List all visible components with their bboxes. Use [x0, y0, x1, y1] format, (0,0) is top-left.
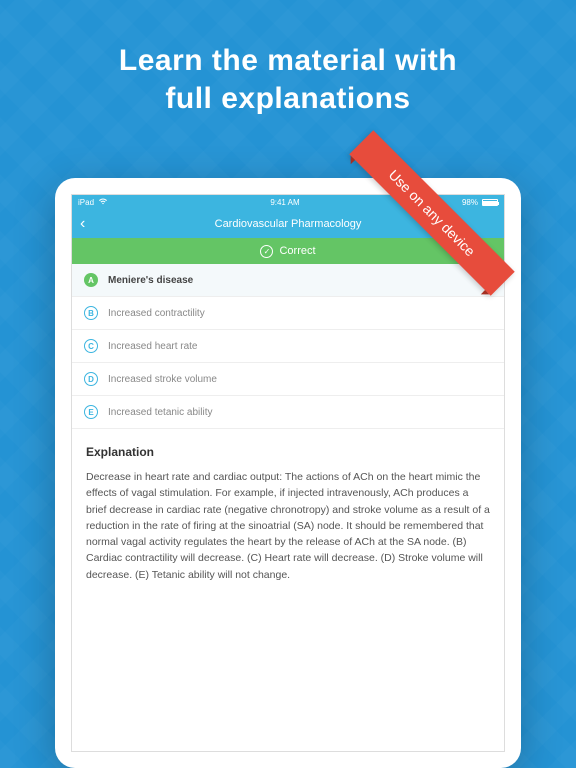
answer-letter-circle: B — [84, 306, 98, 320]
answer-row[interactable]: A Meniere's disease — [72, 264, 504, 297]
hero-headline: Learn the material with full explanation… — [0, 0, 576, 147]
tablet-screen: iPad 9:41 AM 98% ‹ Cardiovascular Pharma… — [71, 194, 505, 752]
answer-text: Meniere's disease — [108, 275, 193, 286]
battery-icon — [482, 199, 498, 206]
answer-letter-circle: A — [84, 273, 98, 287]
answer-list: A Meniere's disease B Increased contractili… — [72, 264, 504, 429]
explanation-title: Explanation — [86, 445, 490, 459]
answer-row[interactable]: D Increased stroke volume — [72, 363, 504, 396]
answer-text: Increased contractility — [108, 308, 205, 319]
hero-line1: Learn the material with — [119, 44, 457, 77]
answer-row[interactable]: B Increased contractility — [72, 297, 504, 330]
tablet-frame: iPad 9:41 AM 98% ‹ Cardiovascular Pharma… — [55, 178, 521, 768]
correct-label: Correct — [279, 245, 315, 257]
hero-line2: full explanations — [165, 82, 410, 115]
answer-letter-circle: D — [84, 372, 98, 386]
status-right: 98% — [462, 198, 498, 207]
answer-text: Increased heart rate — [108, 341, 198, 352]
battery-percent: 98% — [462, 198, 478, 207]
carrier-label: iPad — [78, 198, 94, 207]
wifi-icon — [98, 198, 108, 207]
status-time: 9:41 AM — [270, 198, 299, 207]
check-icon: ✓ — [260, 245, 273, 258]
answer-letter-circle: C — [84, 339, 98, 353]
answer-row[interactable]: E Increased tetanic ability — [72, 396, 504, 429]
answer-row[interactable]: C Increased heart rate — [72, 330, 504, 363]
answer-letter-circle: E — [84, 405, 98, 419]
explanation-body: Decrease in heart rate and cardiac outpu… — [86, 469, 490, 583]
answer-text: Increased tetanic ability — [108, 407, 213, 418]
back-button[interactable]: ‹ — [80, 216, 85, 232]
explanation-section: Explanation Decrease in heart rate and c… — [72, 429, 504, 599]
status-left: iPad — [78, 198, 108, 207]
answer-text: Increased stroke volume — [108, 374, 217, 385]
